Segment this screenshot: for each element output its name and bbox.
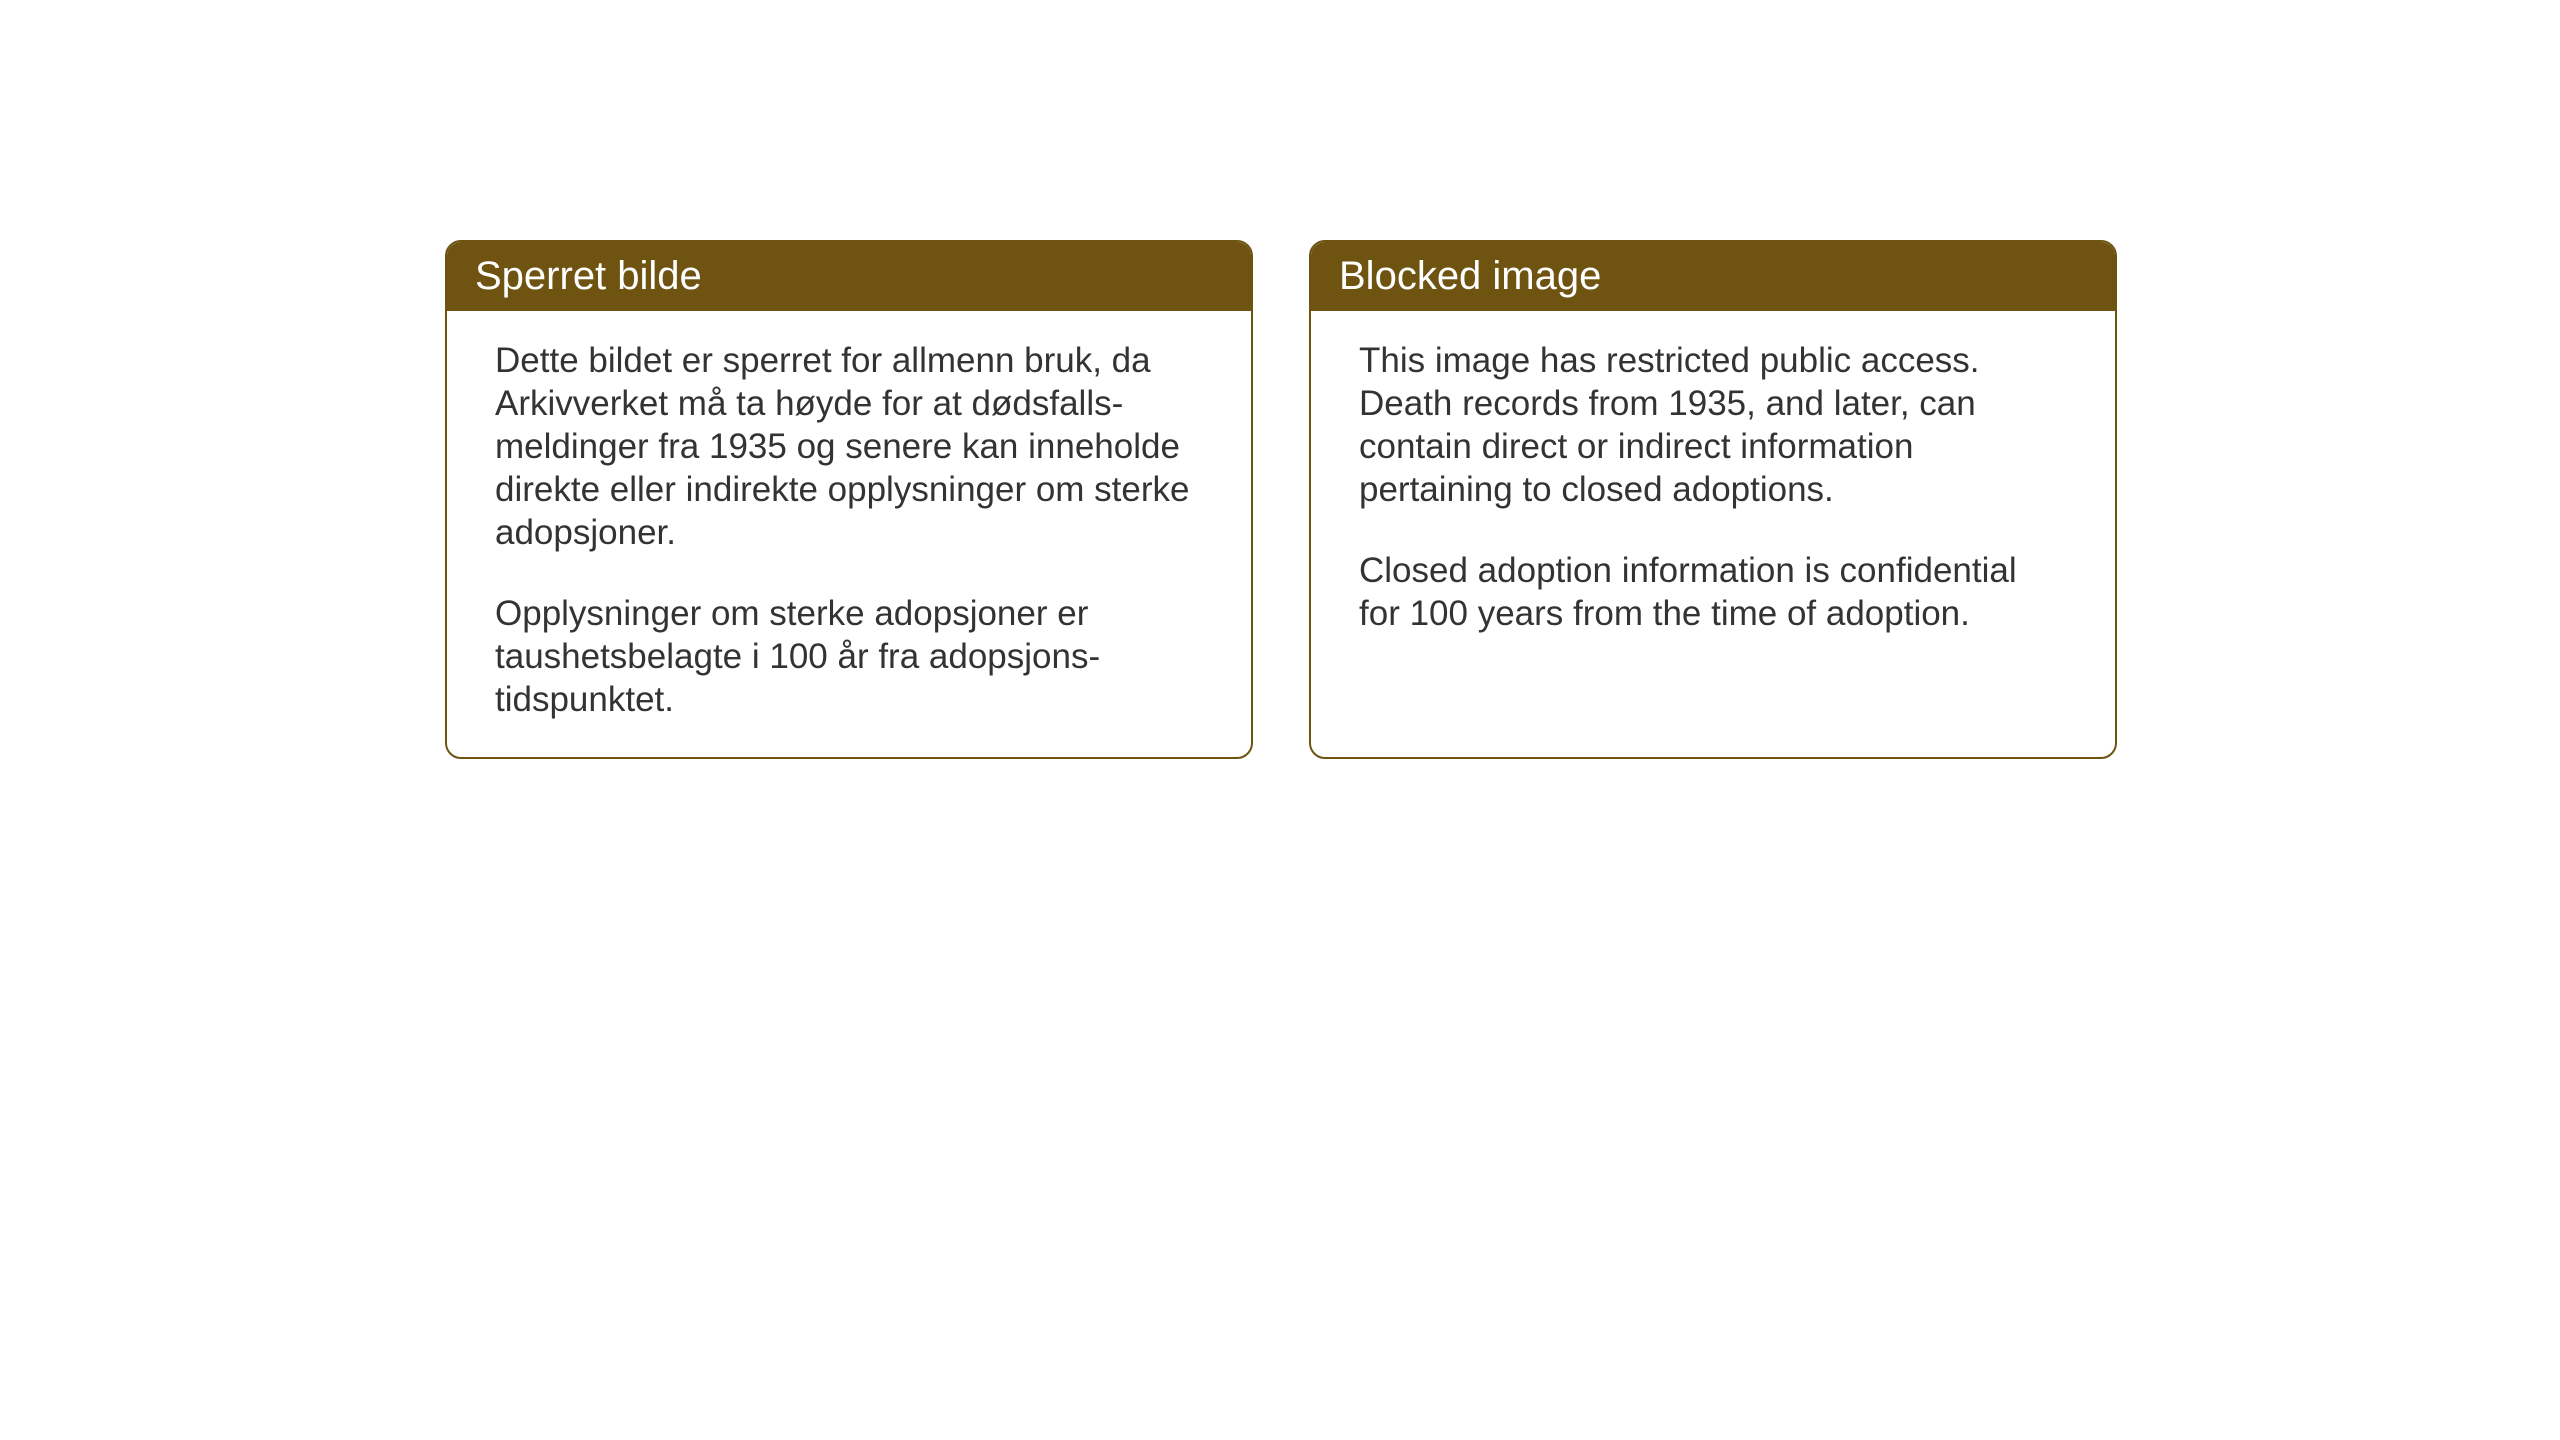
card-paragraph1-english: This image has restricted public access.… (1359, 339, 2067, 511)
card-paragraph2-english: Closed adoption information is confident… (1359, 549, 2067, 635)
card-header-english: Blocked image (1311, 242, 2115, 311)
card-body-norwegian: Dette bildet er sperret for allmenn bruk… (447, 311, 1251, 757)
card-english: Blocked image This image has restricted … (1309, 240, 2117, 759)
card-title-english: Blocked image (1339, 254, 1601, 298)
card-body-english: This image has restricted public access.… (1311, 311, 2115, 701)
card-paragraph1-norwegian: Dette bildet er sperret for allmenn bruk… (495, 339, 1203, 554)
card-paragraph2-norwegian: Opplysninger om sterke adopsjoner er tau… (495, 592, 1203, 721)
card-norwegian: Sperret bilde Dette bildet er sperret fo… (445, 240, 1253, 759)
card-title-norwegian: Sperret bilde (475, 254, 702, 298)
cards-container: Sperret bilde Dette bildet er sperret fo… (445, 240, 2117, 759)
card-header-norwegian: Sperret bilde (447, 242, 1251, 311)
